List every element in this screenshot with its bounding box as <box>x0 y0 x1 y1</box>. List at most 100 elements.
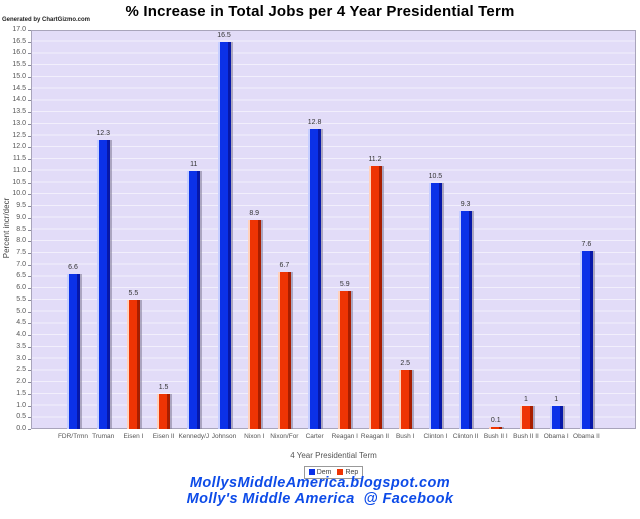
x-tick-label: Nixon I <box>244 433 265 440</box>
bar-value-label: 16.5 <box>217 31 231 39</box>
y-tick-label: 8.0 <box>16 237 26 245</box>
bar-obama-i <box>549 405 563 429</box>
y-tick-label: 5.0 <box>16 307 26 315</box>
y-tick-mark <box>28 53 31 55</box>
y-tick-mark <box>28 252 31 254</box>
y-tick-mark <box>28 76 31 78</box>
y-tick-mark <box>28 147 31 149</box>
y-tick-mark <box>28 65 31 67</box>
x-tick-label: Eisen I <box>123 433 144 440</box>
y-tick-mark <box>28 370 31 372</box>
y-tick-label: 1.0 <box>16 401 26 409</box>
y-tick-mark <box>28 417 31 419</box>
y-tick-mark <box>28 429 31 430</box>
x-tick-label: Carter <box>305 433 324 440</box>
y-tick-label: 17.0 <box>12 26 26 33</box>
y-tick-mark <box>28 206 31 208</box>
y-tick-label: 15.0 <box>12 72 26 80</box>
y-tick-mark <box>28 241 31 243</box>
bar-value-label: 12.8 <box>307 118 322 126</box>
y-tick-label: 11.5 <box>12 155 26 163</box>
y-tick-label: 14.5 <box>12 84 26 92</box>
x-tick-label: Eisen II <box>152 433 175 440</box>
y-tick-label: 12.0 <box>12 143 26 151</box>
generator-credit: Generated by ChartGizmo.com <box>2 17 91 23</box>
facebook-link[interactable]: Molly's Middle America @ Facebook <box>186 491 454 507</box>
bar-bush-ii-ii <box>519 405 533 429</box>
y-tick-label: 15.5 <box>12 61 26 69</box>
y-tick-label: 0.5 <box>16 413 26 421</box>
y-tick-mark <box>28 264 31 266</box>
y-tick-label: 4.5 <box>16 319 26 327</box>
bar-johnson <box>217 41 231 429</box>
y-tick-mark <box>28 194 31 196</box>
y-tick-label: 7.0 <box>16 260 26 268</box>
bar-value-label: 8.9 <box>249 210 260 218</box>
y-tick-mark <box>28 100 31 102</box>
bar-nixon-i <box>247 220 261 429</box>
bar-clinton-ii <box>459 210 473 429</box>
y-tick-mark <box>28 323 31 325</box>
y-tick-mark <box>28 393 31 395</box>
y-tick-label: 3.5 <box>16 342 26 350</box>
dem-color-swatch <box>308 469 315 475</box>
y-tick-label: 13.0 <box>12 119 26 127</box>
x-tick-label: Truman <box>92 433 115 440</box>
bar-value-label: 7.6 <box>581 240 592 248</box>
x-tick-label: Bush II II <box>513 433 539 440</box>
x-tick-label: Obama I <box>543 433 569 440</box>
y-tick-mark <box>28 30 31 31</box>
y-tick-label: 9.5 <box>16 202 26 210</box>
x-tick-label: Bush I <box>395 433 415 440</box>
y-tick-mark <box>28 159 31 161</box>
y-tick-label: 4.0 <box>16 331 26 339</box>
y-tick-label: 0.0 <box>16 425 26 432</box>
rep-color-swatch <box>337 469 344 475</box>
y-tick-label: 7.5 <box>16 248 26 256</box>
bar-value-label: 1 <box>554 395 559 403</box>
x-tick-label: Clinton I <box>423 433 448 440</box>
bar-bush-ii-i <box>489 426 503 429</box>
y-tick-label: 14.0 <box>12 96 26 104</box>
bar-bush-i <box>398 370 412 429</box>
y-tick-label: 10.0 <box>12 190 26 198</box>
x-tick-label: Obama II <box>573 433 600 440</box>
bar-eisen-ii <box>157 393 171 429</box>
bar-obama-ii <box>579 250 593 429</box>
legend-entry-dem: Dem <box>308 469 331 476</box>
bar-value-label: 11 <box>190 160 198 168</box>
y-tick-label: 12.5 <box>12 131 26 139</box>
y-tick-mark <box>28 382 31 384</box>
legend-box: Dem Rep <box>303 465 364 479</box>
bar-value-label: 2.5 <box>400 360 411 368</box>
y-tick-mark <box>28 288 31 290</box>
y-tick-label: 1.5 <box>16 389 26 397</box>
plot-area <box>31 30 636 429</box>
bar-value-label: 11.2 <box>368 156 382 164</box>
x-tick-label: Kennedy/J <box>178 433 210 440</box>
blog-link[interactable]: MollysMiddleAmerica.blogspot.com <box>189 475 451 491</box>
chart-title: % Increase in Total Jobs per 4 Year Pres… <box>125 3 515 20</box>
y-tick-label: 13.5 <box>12 108 26 116</box>
y-tick-label: 6.5 <box>16 272 26 280</box>
y-tick-label: 2.0 <box>16 378 26 386</box>
y-tick-mark <box>28 112 31 114</box>
y-tick-label: 16.5 <box>12 37 26 45</box>
y-tick-label: 8.5 <box>16 225 26 233</box>
bar-reagan-i <box>338 290 352 429</box>
bar-value-label: 6.6 <box>68 264 78 272</box>
x-axis-title: 4 Year Presidential Term <box>290 451 377 460</box>
bar-fdr-trmn <box>66 274 80 429</box>
bar-reagan-ii <box>368 166 382 429</box>
bar-carter <box>308 128 322 429</box>
bar-value-label: 1 <box>524 395 528 403</box>
y-tick-label: 9.0 <box>16 213 26 221</box>
y-tick-label: 11.0 <box>12 166 26 174</box>
y-tick-label: 16.0 <box>12 49 26 57</box>
y-tick-mark <box>28 405 31 407</box>
y-tick-mark <box>28 217 31 219</box>
y-tick-mark <box>28 135 31 137</box>
y-tick-mark <box>28 123 31 125</box>
bar-value-label: 9.3 <box>460 200 471 208</box>
